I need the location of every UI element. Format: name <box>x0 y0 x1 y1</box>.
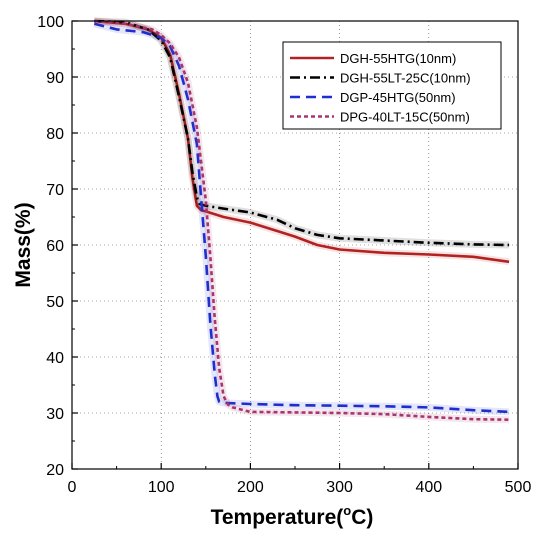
x-tick-label: 100 <box>148 479 175 496</box>
series-line-4 <box>94 19 510 421</box>
legend-label: DGH-55LT-25C(10nm) <box>340 71 471 86</box>
x-tick-label: 300 <box>326 479 353 496</box>
legend-label: DGP-45HTG(50nm) <box>340 90 456 105</box>
x-tick-label: 0 <box>68 479 77 496</box>
y-tick-label: 20 <box>46 462 64 479</box>
series-line-3 <box>93 22 510 414</box>
x-tick-label: 200 <box>237 479 264 496</box>
y-tick-label: 70 <box>46 182 64 199</box>
y-tick-label: 100 <box>37 14 64 31</box>
y-tick-label: 90 <box>46 70 64 87</box>
axis-ticks: 0 100 200 300 400 500 20 30 40 50 60 70 80 90 100 <box>37 14 531 496</box>
y-axis-title: Mass(%) <box>12 202 35 287</box>
y-tick-label: 60 <box>46 238 64 255</box>
legend: DGH-55HTG(10nm) DGH-55LT-25C(10nm) DGP-45H… <box>282 41 502 130</box>
y-tick-label: 80 <box>46 126 64 143</box>
y-tick-label: 50 <box>46 294 64 311</box>
x-axis-title: Temperature(oC) <box>211 503 374 529</box>
y-tick-label: 30 <box>46 406 64 423</box>
x-tick-label: 500 <box>505 479 532 496</box>
grid <box>72 21 518 469</box>
series-line-2 <box>94 19 510 247</box>
legend-label: DPG-40LT-15C(50nm) <box>340 110 470 125</box>
y-tick-label: 40 <box>46 350 64 367</box>
x-tick-label: 400 <box>415 479 442 496</box>
legend-box <box>282 41 502 130</box>
series-lines <box>93 17 510 424</box>
legend-label: DGH-55HTG(10nm) <box>340 51 456 66</box>
